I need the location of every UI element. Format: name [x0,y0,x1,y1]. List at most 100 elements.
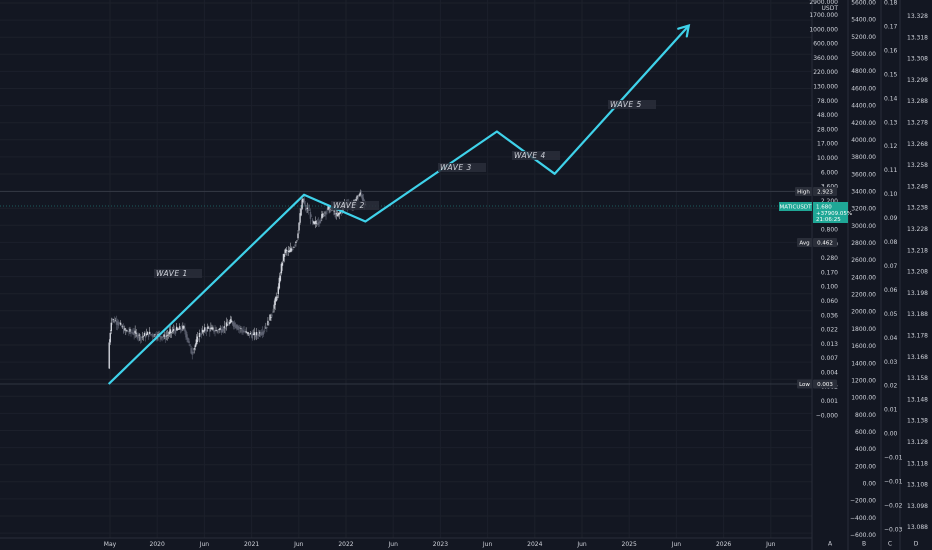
candle-body [224,327,227,329]
price-axis-2-label: 1800.00 [851,326,876,333]
price-axis-1-label: 0.170 [821,269,838,276]
price-axis-4-label: 13.298 [907,77,928,84]
price-axis-4-label: 13.248 [907,183,928,190]
high-value-badge-box [813,187,837,196]
candle-body [328,205,330,209]
high-value-badge: 2.923 [817,190,833,196]
price-axis-4-label: 13.228 [907,226,928,233]
price-axis-3-label: 0.04 [884,335,898,342]
candle-body [362,197,365,203]
candle-body [141,336,144,338]
price-axis-2-label: 3000.00 [851,223,876,230]
candle-body [230,320,233,323]
candle-body [340,212,343,213]
price-axis-2-label: 1600.00 [851,343,876,350]
price-axis-4-label: 13.238 [907,205,928,212]
candle-body [277,286,279,295]
price-axis-3-label: 0.05 [884,311,898,318]
candle-body [299,213,301,223]
candle-body [204,330,207,331]
candle-body [338,212,341,215]
candle-body [309,212,312,219]
time-axis-label: 2024 [527,541,542,548]
candle-body [324,212,326,214]
candle-body [335,213,338,215]
price-axis-4-label: 13.098 [907,503,928,510]
price-axis-2[interactable]: 5600.00 5400.00 5200.00 5000.00 4800.00 4600.… [850,0,876,539]
price-axis-4-label: 13.258 [907,162,928,169]
candle-body [134,330,136,334]
candle-body [272,311,274,313]
price-axis-1-label: 0.001 [821,398,838,405]
axis-mode-button-b[interactable]: B [862,541,866,548]
candle-body [109,332,111,343]
candle-body [146,332,149,335]
candle-body [310,215,313,217]
avg-value-badge: 0.462 [817,241,833,247]
candle-body [256,334,259,336]
candle-body [291,249,293,251]
price-axis-2-label: 2000.00 [851,309,876,316]
candle-body [159,335,161,338]
time-axis-label: Jun [576,541,587,548]
marker-lines [0,191,812,385]
wave-label-4: WAVE 4 [514,151,546,160]
candle-body [192,352,194,354]
candle-body [323,215,325,217]
candle-body [327,206,329,210]
price-axis-4-label: 13.188 [907,311,928,318]
candle-body [268,323,270,325]
candle-body [122,326,124,328]
candle-body [239,327,241,329]
candle-body [197,339,200,341]
candle-body [246,332,248,334]
candle-body [219,328,221,330]
price-axis-2-label: 1200.00 [851,377,876,384]
candle-body [199,334,202,336]
wave-label-3: WAVE 3 [440,163,472,172]
candle-body [295,241,297,243]
price-axis-3-label: 0.06 [884,287,898,294]
wave-label-box [512,151,560,160]
price-axis-3[interactable]: 0.18 0.17 0.16 0.15 0.14 0.13 0.12 0.11 0.10 0.09… [884,0,903,533]
price-axis-3-label: 0.09 [884,215,898,222]
candle-body [215,329,217,331]
candle-body [313,221,316,225]
candle-body [315,223,318,224]
wave-label-1: WAVE 1 [156,269,188,278]
axis-mode-buttons[interactable]: A B C D [828,541,919,548]
candle-body [202,330,205,332]
candle-body [358,195,360,197]
candle-body [322,213,324,217]
candle-body [175,326,178,331]
candle-body [228,322,231,324]
wave-arrow-head [677,24,691,38]
wave-label-box [154,269,202,278]
time-axis[interactable]: May 2020 Jun 2021 Jun 2022 Jun 2023 Jun 2024 Jun 20… [104,541,776,548]
candle-body [123,328,125,333]
axis-mode-button-d[interactable]: D [914,541,919,548]
candle-body [275,296,277,302]
candle-body [290,248,292,252]
candle-body [235,324,237,329]
price-axis-4[interactable]: 13.328 13.318 13.308 13.298 13.288 13.278 13.2… [907,13,928,531]
candle-body [208,327,210,329]
price-axis-4-label: 13.158 [907,375,928,382]
avg-tag: Avg [799,241,809,247]
candle-body [148,331,151,334]
price-axis-4-label: 13.118 [907,460,928,467]
price-axis-2-label: 4200.00 [851,120,876,127]
candle-body [302,198,304,203]
high-tag: High [797,190,810,196]
time-axis-label: 2026 [716,541,731,548]
candle-body [119,322,122,325]
axis-mode-button-c[interactable]: C [888,541,892,548]
price-axis-1-label: 28.000 [817,126,838,133]
price-axis-4-label: 13.128 [907,439,928,446]
axis-mode-button-a[interactable]: A [828,541,833,548]
candle-body [329,208,331,213]
candle-body [303,198,305,205]
candle-body [332,209,334,211]
